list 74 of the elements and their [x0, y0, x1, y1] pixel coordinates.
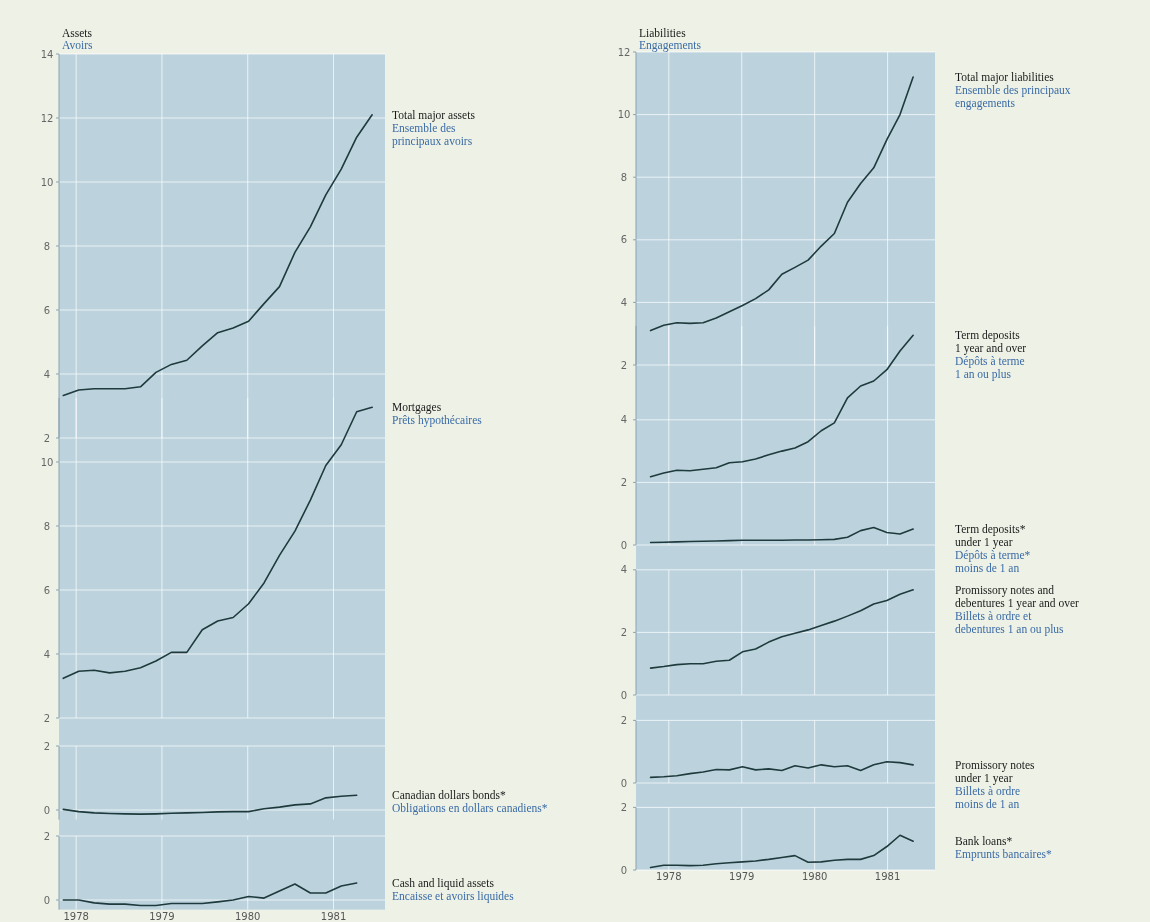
y-tick-label: 2 — [43, 432, 51, 444]
y-tick-label: 0 — [620, 539, 628, 551]
text: Promissory notes and debentures 1 year and over — [955, 583, 1080, 610]
y-tick-label: 2 — [620, 359, 628, 371]
text: Bank loans* — [955, 835, 1013, 848]
y-tick-label: 8 — [43, 240, 51, 252]
text: Prêts hypothécaires — [392, 414, 483, 428]
text: Canadian dollars bonds* — [392, 789, 506, 802]
y-tick-label: 4 — [43, 368, 51, 380]
y-tick-label: 4 — [43, 648, 51, 660]
x-tick-label: 1981 — [874, 871, 901, 882]
y-tick-label: 2 — [43, 830, 51, 842]
line-series — [649, 760, 914, 779]
text: Billets à ordre moins de 1 an — [955, 784, 1021, 810]
y-tick-label: 0 — [43, 804, 51, 816]
x-tick-label: 1979 — [729, 871, 755, 882]
text: Encaisse et avoirs liquides — [392, 890, 515, 904]
line-series — [62, 794, 358, 815]
x-tick-label: 1980 — [235, 910, 261, 922]
y-tick-label: 8 — [620, 171, 628, 183]
x-tick-label: 1979 — [149, 910, 175, 922]
y-tick-label: 6 — [43, 304, 51, 316]
text: Ensemble des principaux avoirs — [392, 121, 473, 148]
y-tick-label: 12 — [617, 46, 631, 58]
y-tick-label: 0 — [43, 894, 51, 906]
y-tick-label: 4 — [620, 564, 628, 576]
y-tick-label: 2 — [620, 801, 628, 813]
x-tick-label: 1980 — [801, 871, 828, 882]
y-tick-label: 6 — [620, 234, 628, 246]
text: Obligations en dollars canadiens* — [392, 802, 548, 816]
text: Cash and liquid assets — [392, 877, 495, 891]
y-tick-label: 4 — [620, 414, 628, 426]
y-tick-label: 0 — [620, 689, 628, 701]
series-label: Total major assets — [392, 108, 476, 122]
y-tick-label: 8 — [43, 520, 51, 532]
y-tick-label: 12 — [40, 112, 54, 124]
text: Dépôts à terme 1 an ou plus — [955, 355, 1025, 382]
text: Ensemble des principaux engagements — [955, 84, 1071, 111]
text: Engagements — [639, 39, 702, 52]
text: Assets — [62, 27, 93, 39]
line-series — [649, 834, 914, 869]
y-tick-label: 14 — [40, 48, 54, 60]
text: Emprunts bancaires* — [955, 848, 1053, 862]
text: Term deposits 1 year and over — [955, 329, 1027, 356]
y-tick-label: 0 — [620, 777, 628, 789]
text: Dépôts à terme* moins de 1 an — [955, 549, 1031, 575]
y-tick-label: 2 — [620, 476, 628, 488]
series-label: Mortgages — [392, 401, 442, 415]
y-tick-label: 4 — [620, 296, 628, 308]
y-tick-label: 10 — [40, 456, 54, 468]
y-tick-label: 0 — [620, 864, 628, 876]
y-tick-label: 10 — [617, 109, 631, 121]
line-series — [62, 114, 373, 397]
line-series — [649, 76, 914, 332]
line-series — [649, 526, 914, 544]
text: Promissory notes under 1 year — [955, 758, 1036, 785]
x-tick-label: 1981 — [320, 910, 347, 922]
y-tick-label: 10 — [40, 176, 54, 188]
text: Liabilities — [639, 27, 687, 39]
y-tick-label: 2 — [43, 740, 51, 752]
line-series — [62, 406, 373, 680]
text: Term deposits* under 1 year — [955, 523, 1026, 550]
y-tick-label: 2 — [620, 626, 628, 638]
x-tick-label: 1978 — [656, 871, 682, 882]
text: Avoirs — [62, 39, 93, 51]
y-tick-label: 2 — [43, 712, 51, 724]
y-tick-label: 2 — [620, 714, 628, 726]
text: Total major liabilities — [955, 71, 1055, 85]
line-series — [649, 334, 914, 478]
x-tick-label: 1978 — [63, 910, 89, 922]
y-tick-label: 6 — [43, 584, 51, 596]
line-series — [62, 882, 358, 907]
line-series — [649, 589, 914, 669]
text: Billets à ordre et debentures 1 an ou plus — [955, 609, 1065, 636]
